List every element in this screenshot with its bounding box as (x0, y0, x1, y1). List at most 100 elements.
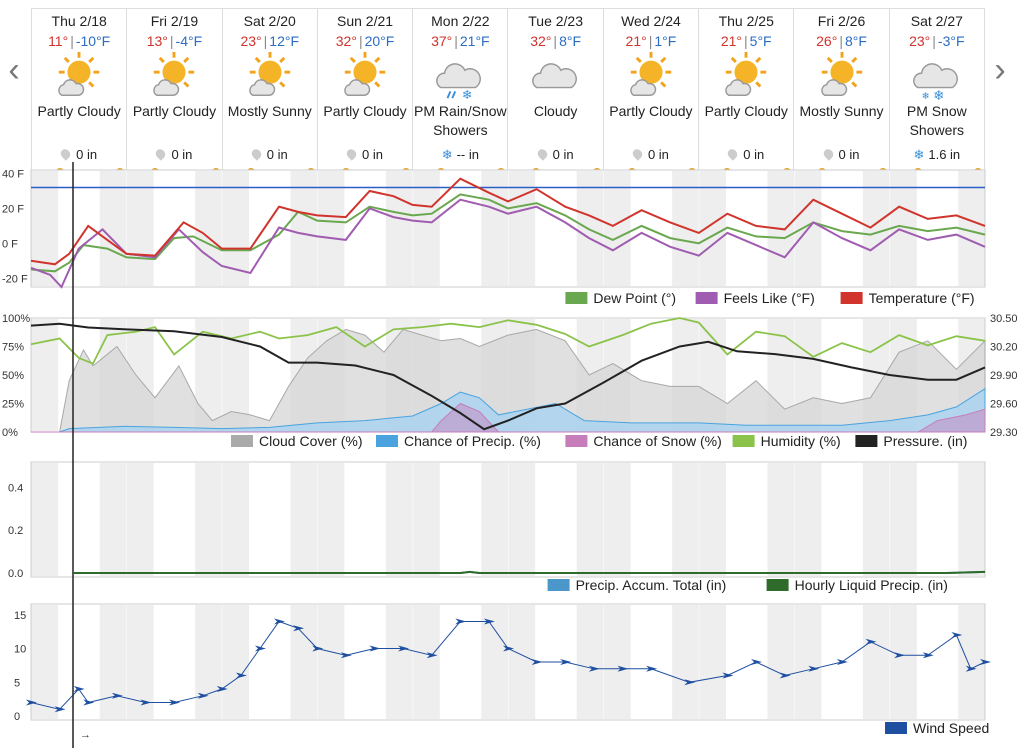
prev-arrow[interactable]: ‹ (8, 51, 20, 89)
night-band (603, 605, 631, 719)
legend-label: Humidity (%) (761, 433, 841, 449)
y-tick-label: 50% (2, 370, 24, 382)
day-column[interactable]: Sat 2/20 23° | 12°F Mostly Sunny 0 in (221, 9, 317, 173)
wind-arrow-icon (646, 665, 658, 672)
partly-cloudy-icon (630, 51, 672, 96)
night-band (385, 463, 413, 576)
night-band (603, 463, 631, 576)
y-tick-label: 40 F (2, 168, 24, 180)
wind-arrow-icon (26, 699, 37, 706)
night-band (99, 171, 127, 286)
wind-arrow-icon (140, 699, 152, 706)
wind-arrow-icon (369, 645, 381, 652)
wind-arrow-icon (560, 659, 572, 665)
low-temp: 5°F (749, 33, 772, 49)
cloudy-icon (531, 63, 577, 89)
day-temps: 37° | 21°F (431, 33, 490, 49)
wind-arrow-icon (865, 638, 877, 645)
day-date: Sat 2/27 (910, 13, 963, 29)
legend-swatch (732, 435, 755, 447)
night-band (794, 463, 822, 576)
legend-swatch (547, 579, 570, 591)
night-band (576, 463, 604, 576)
day-column[interactable]: Sat 2/27 23° | -3°F ❄ ❄ PM Snow Showers ❄ 1.6 in (888, 9, 985, 173)
wind-arrow-icon (254, 645, 266, 652)
wind-arrow-icon (684, 679, 696, 686)
day-column[interactable]: Fri 2/26 26° | 8°F Mostly Sunny 0 in (793, 9, 888, 173)
high-temp: 23° (240, 33, 262, 49)
wind-arrow-icon (836, 659, 848, 665)
panel-border (30, 461, 986, 578)
legend-swatch (840, 292, 863, 304)
day-condition: Partly Cloudy (704, 103, 788, 119)
day-column[interactable]: Wed 2/24 21° | 1°F Partly Cloudy 0 in (602, 9, 698, 173)
day-precip: 0 in (318, 147, 412, 162)
night-band (862, 605, 890, 719)
night-band (126, 463, 154, 576)
day-temps: 21° | 5°F (720, 33, 772, 49)
night-band (99, 463, 127, 576)
night-band (413, 605, 440, 719)
legend-label: Cloud Cover (%) (259, 433, 362, 449)
wind-arrow-icon (951, 632, 963, 638)
snow-icon: ❄ ❄ (912, 63, 958, 101)
day-temps: 23° | 12°F (240, 33, 300, 49)
night-band (31, 605, 59, 719)
low-temp: -4°F (175, 33, 203, 49)
legend-label: Hourly Liquid Precip. (in) (795, 577, 948, 593)
wind-arrow-icon (722, 672, 734, 679)
high-temp: 32° (335, 33, 357, 49)
day-date: Sun 2/21 (337, 13, 394, 29)
partly-cloudy-icon (344, 51, 386, 96)
day-condition: Cloudy (533, 103, 578, 119)
high-temp: 21° (625, 33, 647, 49)
legend-swatch (885, 722, 907, 734)
night-band (508, 171, 536, 286)
legend-swatch (231, 435, 253, 447)
y-tick-label: 100% (2, 313, 30, 325)
day-precip: 0 in (604, 147, 698, 162)
low-temp: 1°F (654, 33, 677, 49)
precip-amount: -- in (456, 147, 479, 162)
high-temp: 21° (720, 33, 743, 49)
wind-arrow-icon (274, 618, 286, 625)
legend-label: Temperature (°F) (869, 290, 975, 306)
precip-amount: 0 in (743, 147, 765, 162)
partly-cloudy-icon (58, 51, 100, 96)
night-band (576, 171, 604, 286)
day-precip: 0 in (508, 147, 602, 162)
series-line (30, 317, 986, 365)
legend-swatch (855, 435, 878, 447)
wind-arrow-icon (216, 686, 228, 692)
svg-text:❄: ❄ (462, 88, 472, 101)
y-tick-label: 0% (2, 427, 18, 439)
day-precip: ❄ 1.6 in (890, 147, 984, 163)
wind-arrow-icon (531, 659, 543, 665)
precip-amount: 0 in (266, 147, 288, 162)
day-column[interactable]: Tue 2/23 32° | 8°F Cloudy 0 in (507, 9, 602, 173)
low-temp: -3°F (937, 33, 965, 49)
day-temps: 13° | -4°F (146, 33, 203, 49)
series-line (30, 198, 986, 289)
wind-arrow-icon (588, 665, 600, 672)
day-column[interactable]: Mon 2/22 37° | 21°F ❄ PM Rain/Snow Showers ❄ --… (412, 9, 507, 173)
night-band (508, 605, 536, 719)
wind-arrow-icon (293, 625, 305, 632)
legend-swatch (376, 435, 398, 447)
next-arrow[interactable]: › (994, 51, 1006, 89)
wind-arrow-icon (111, 692, 123, 699)
day-condition: PM Rain/Snow Showers (414, 103, 507, 138)
night-band (862, 463, 890, 576)
svg-text:❄: ❄ (921, 91, 929, 101)
day-condition: Mostly Sunny (799, 103, 884, 119)
night-band (99, 605, 127, 719)
day-date: Tue 2/23 (528, 13, 583, 29)
y-tick-label: 0.4 (8, 482, 23, 494)
wind-arrow-icon (83, 699, 95, 706)
wind-arrow-icon (398, 645, 410, 652)
day-precip: 0 in (699, 147, 793, 162)
night-band (699, 605, 727, 719)
snowflake-icon: ❄ (913, 147, 925, 162)
day-column[interactable]: Sun 2/21 32° | 20°F Partly Cloudy 0 in (316, 9, 412, 173)
day-date: Fri 2/26 (817, 13, 866, 29)
